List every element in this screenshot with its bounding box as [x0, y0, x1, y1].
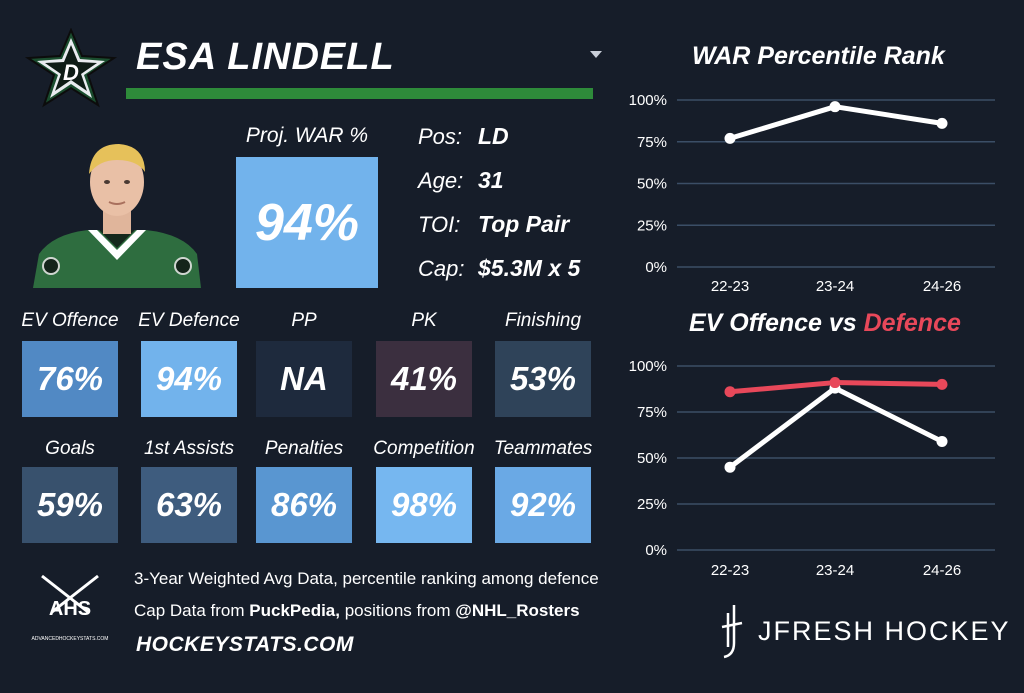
footer-line-2-prefix: Cap Data from: [134, 601, 250, 620]
chart2-series-1-point: [829, 377, 841, 389]
stat-value-pp: NA: [280, 360, 328, 397]
info-label-cap: Cap:: [418, 256, 465, 281]
info-label-age: Age:: [418, 168, 464, 193]
stat-value-1st-assists: 63%: [155, 486, 223, 523]
info-label-toi: TOI:: [418, 212, 461, 237]
chart2-series-0-point: [936, 435, 948, 447]
chart1-xtick-label: 24-26: [923, 278, 961, 295]
chart1-xtick-label: 23-24: [816, 278, 854, 295]
chart2-series-0-point: [724, 461, 736, 473]
stat-label-goals: Goals: [45, 438, 95, 459]
chart2-xtick-label: 24-26: [923, 562, 961, 579]
chart1-series-0-point: [936, 117, 948, 129]
stat-label-1st-assists: 1st Assists: [143, 438, 235, 459]
player-name: ESA LINDELL: [136, 36, 395, 78]
chart1-ytick-label: 75%: [637, 134, 667, 151]
stat-label-ev-defence: EV Defence: [138, 310, 240, 331]
name-underline-bar: [126, 88, 593, 99]
stat-label-pp: PP: [291, 310, 317, 331]
team-logo-icon: D: [24, 28, 118, 108]
stat-value-penalties: 86%: [270, 486, 338, 523]
player-headshot: [33, 144, 201, 288]
stat-tile-1st-assists: 63%: [141, 467, 237, 543]
chart1-series-0-point: [724, 132, 736, 144]
stat-value-goals: 59%: [36, 486, 104, 523]
stat-tile-competition: 98%: [376, 467, 472, 543]
chart1-xtick-label: 22-23: [711, 278, 749, 295]
chart2-title: EV Offence vs Defence: [689, 309, 961, 338]
stat-value-pk: 41%: [390, 360, 458, 397]
stat-tile-ev-offence: 76%: [22, 341, 118, 417]
stat-value-ev-offence: 76%: [36, 360, 104, 397]
stat-label-pk: PK: [411, 310, 437, 331]
chart2-series-line-0: [728, 385, 944, 470]
stat-tile-ev-defence: 94%: [141, 341, 237, 417]
stat-tile-teammates: 92%: [495, 467, 591, 543]
info-value-pos: LD: [478, 123, 509, 149]
chart2-series-1-point: [936, 378, 948, 390]
info-label-pos: Pos:: [418, 124, 463, 149]
chart1-title: WAR Percentile Rank: [692, 42, 945, 70]
stat-label-competition: Competition: [373, 438, 475, 459]
chart2-ytick-label: 50%: [637, 450, 667, 467]
ahs-logo-text: AHS: [49, 598, 91, 620]
footer-nhl-rosters: @NHL_Rosters: [455, 601, 580, 620]
chart2-title-part1: EV Offence vs: [689, 309, 864, 337]
stat-value-teammates: 92%: [509, 486, 577, 523]
info-value-age: 31: [478, 167, 504, 193]
chart2-xtick-label: 22-23: [711, 562, 749, 579]
info-value-toi: Top Pair: [478, 211, 570, 237]
chart2-ytick-label: 75%: [637, 404, 667, 421]
proj-war-value: 94%: [254, 193, 360, 252]
ahs-logo-sub: ADVANCEDHOCKEYSTATS.COM: [32, 636, 109, 642]
stat-tile-pp: NA: [256, 341, 352, 417]
chart1-ytick-label: 25%: [637, 217, 667, 234]
site-link[interactable]: HOCKEYSTATS.COM: [136, 633, 354, 656]
stat-value-finishing: 53%: [509, 360, 577, 397]
chart2-ev-offence-vs-defence: 0% 25% 50% 75% 100% 22-23 23-24 24-26: [629, 358, 995, 579]
chart2-ytick-label: 25%: [637, 496, 667, 513]
footer-line-2-mid: positions from: [339, 601, 456, 620]
stat-tile-finishing: 53%: [495, 341, 591, 417]
stat-label-teammates: Teammates: [493, 438, 593, 459]
stat-tile-goals: 59%: [22, 467, 118, 543]
stat-tile-pk: 41%: [376, 341, 472, 417]
info-value-cap: $5.3M x 5: [478, 255, 581, 281]
stat-tile-penalties: 86%: [256, 467, 352, 543]
chart1-ytick-label: 50%: [637, 176, 667, 193]
stat-value-competition: 98%: [390, 486, 458, 523]
chart2-ytick-label: 100%: [629, 358, 667, 375]
jfresh-hockey-brand: JFRESH HOCKEY: [758, 616, 1011, 646]
chevron-down-icon[interactable]: [590, 51, 602, 58]
ahs-logo-icon: AHS ADVANCEDHOCKEYSTATS.COM: [32, 574, 109, 642]
chart2-xtick-label: 23-24: [816, 562, 854, 579]
jfresh-logo-icon: [721, 605, 743, 659]
proj-war-tile: 94%: [236, 157, 378, 288]
chart2-title-part2: Defence: [863, 309, 961, 337]
stat-label-finishing: Finishing: [504, 310, 582, 331]
footer-line-1: 3-Year Weighted Avg Data, percentile ran…: [134, 569, 599, 588]
stat-label-penalties: Penalties: [264, 438, 344, 459]
team-logo-letter: D: [63, 60, 79, 85]
stat-value-ev-defence: 94%: [155, 360, 223, 397]
chart1-war-percentile: 0% 25% 50% 75% 100% 22-23 23-24 24-26: [629, 92, 995, 295]
chart1-ytick-label: 100%: [629, 92, 667, 109]
chart1-series-0-point: [829, 101, 841, 113]
footer-line-2: Cap Data from PuckPedia, positions from …: [134, 601, 580, 621]
footer-puckpedia: PuckPedia,: [249, 601, 340, 620]
stat-label-ev-offence: EV Offence: [21, 310, 119, 331]
chart1-ytick-label: 0%: [645, 259, 667, 276]
chart2-series-1-point: [724, 386, 736, 398]
chart2-ytick-label: 0%: [645, 542, 667, 559]
proj-war-label: Proj. WAR %: [245, 124, 369, 147]
